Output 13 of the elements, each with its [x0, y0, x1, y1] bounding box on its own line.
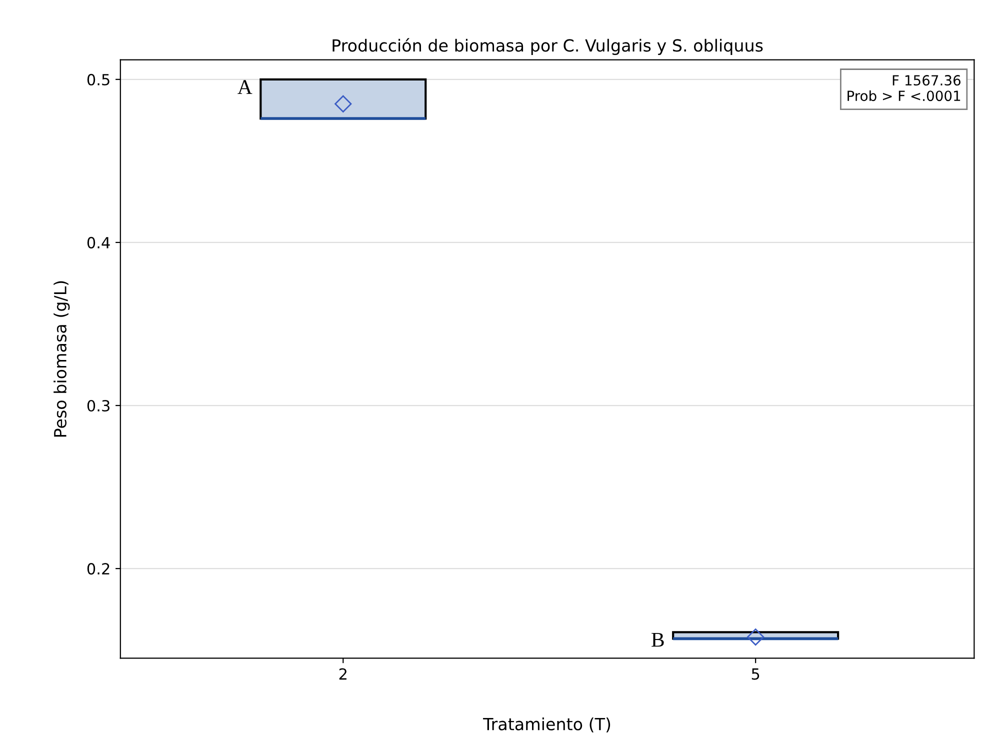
y-axis-title: Peso biomasa (g/L) [54, 281, 70, 437]
annotation: B [652, 632, 664, 647]
y-tick-label: 0.5 [87, 74, 110, 86]
y-tick-label: 0.3 [87, 400, 110, 412]
annotation: A [238, 80, 252, 94]
x-tick-label: 2 [339, 668, 346, 680]
chart-title: Producción de biomasa por C. Vulgaris y S. obliquus [332, 38, 763, 55]
x-tick-label: 5 [752, 668, 760, 680]
annotation: F 1567.36 [892, 75, 960, 86]
annotation: Prob > F <.0001 [848, 90, 960, 102]
y-tick-label: 0.4 [87, 236, 110, 248]
x-axis-title: Tratamiento (T) [483, 717, 610, 732]
y-tick-label: 0.2 [87, 563, 110, 575]
